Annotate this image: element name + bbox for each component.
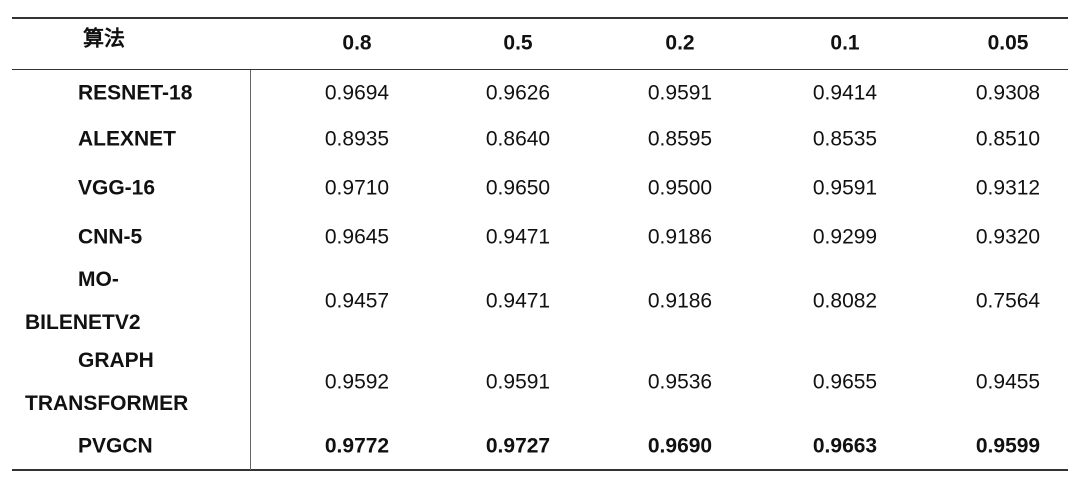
- row-label-line: RESNET-18: [78, 81, 193, 105]
- value-cell: 0.8595: [647, 127, 713, 151]
- value-cell: 0.9591: [647, 81, 713, 105]
- header-rule: [12, 69, 1068, 70]
- value-cell: 0.9727: [485, 434, 551, 458]
- value-cell: 0.8935: [324, 127, 390, 151]
- value-cell: 0.9710: [324, 176, 390, 200]
- value-cell: 0.9626: [485, 81, 551, 105]
- row-label: CNN-5: [25, 216, 245, 259]
- header-cell: 0.2: [665, 31, 695, 55]
- value-cell: 0.9500: [647, 176, 713, 200]
- header-cell: 0.1: [830, 31, 860, 55]
- bottom-rule: [12, 469, 1068, 471]
- value-cell: 0.9599: [975, 434, 1041, 458]
- row-label-line: BILENETV2: [25, 311, 141, 334]
- value-cell: 0.9299: [812, 225, 878, 249]
- value-cell: 0.9471: [485, 225, 551, 249]
- row-label: MO- BILENETV2: [25, 258, 245, 344]
- value-cell: 0.9694: [324, 81, 390, 105]
- value-cell: 0.9536: [647, 370, 713, 394]
- value-cell: 0.9186: [647, 289, 713, 313]
- value-cell: 0.9312: [975, 176, 1041, 200]
- value-cell: 0.9471: [485, 289, 551, 313]
- row-label-line: MO-: [78, 268, 119, 291]
- value-cell: 0.8082: [812, 289, 878, 313]
- value-cell: 0.9655: [812, 370, 878, 394]
- row-label: GRAPH TRANSFORMER: [25, 339, 245, 425]
- row-label: PVGCN: [25, 425, 245, 468]
- value-cell: 0.8535: [812, 127, 878, 151]
- value-cell: 0.9591: [812, 176, 878, 200]
- value-cell: 0.9645: [324, 225, 390, 249]
- value-cell: 0.8640: [485, 127, 551, 151]
- row-label-line: ALEXNET: [78, 127, 177, 151]
- header-cell: 算法: [83, 27, 125, 51]
- value-cell: 0.7564: [975, 289, 1041, 313]
- row-label-line: GRAPH: [78, 349, 154, 372]
- value-cell: 0.9414: [812, 81, 878, 105]
- value-cell: 0.9663: [812, 434, 878, 458]
- row-label-line: CNN-5: [78, 225, 143, 249]
- row-label-line: TRANSFORMER: [25, 392, 189, 415]
- value-cell: 0.9650: [485, 176, 551, 200]
- header-cell: 0.5: [503, 31, 533, 55]
- value-cell: 0.9455: [975, 370, 1041, 394]
- value-cell: 0.9592: [324, 370, 390, 394]
- value-cell: 0.9186: [647, 225, 713, 249]
- value-cell: 0.9772: [324, 434, 390, 458]
- row-label-line: VGG-16: [78, 176, 156, 200]
- value-cell: 0.9457: [324, 289, 390, 313]
- header-cell: 0.8: [342, 31, 372, 55]
- value-cell: 0.9320: [975, 225, 1041, 249]
- row-label: RESNET-18: [25, 72, 245, 115]
- value-cell: 0.8510: [975, 127, 1041, 151]
- column-divider: [250, 70, 251, 470]
- row-label: ALEXNET: [25, 118, 245, 161]
- top-rule: [12, 17, 1068, 19]
- value-cell: 0.9308: [975, 81, 1041, 105]
- value-cell: 0.9690: [647, 434, 713, 458]
- value-cell: 0.9591: [485, 370, 551, 394]
- row-label: VGG-16: [25, 167, 245, 210]
- header-cell: 0.05: [987, 31, 1029, 55]
- row-label-line: PVGCN: [78, 434, 153, 458]
